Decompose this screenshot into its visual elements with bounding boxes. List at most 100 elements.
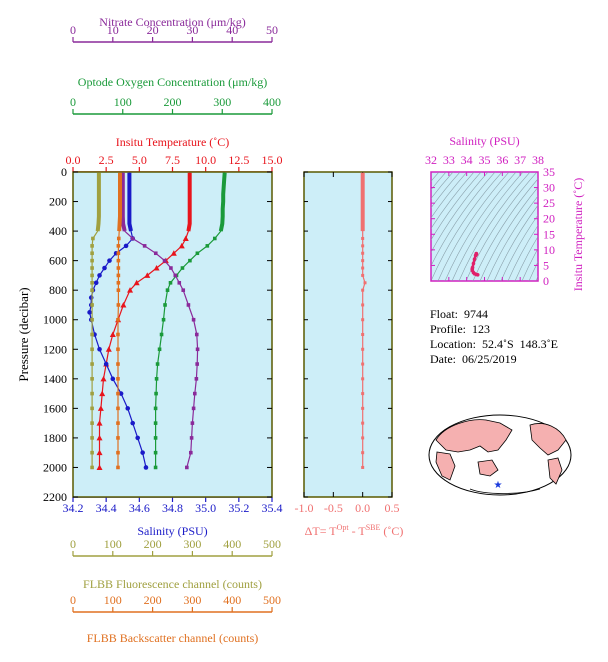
temperature-point [99, 390, 106, 397]
ts-salinity-tick-label: 33 [443, 153, 455, 167]
dt-point [361, 362, 365, 366]
backscatter-tick-label: 0 [70, 593, 76, 607]
profile-number: Profile: 123 [430, 322, 490, 336]
salinity-point [118, 391, 124, 396]
dt-tick-label: -0.5 [324, 501, 343, 515]
nitrate-point [194, 332, 199, 337]
oxygen-point [157, 347, 162, 352]
ts-temp-tick-label: 35 [543, 165, 555, 179]
pressure-tick-label: 400 [49, 224, 67, 238]
pressure-tick-label: 200 [49, 195, 67, 209]
fluorescence-tick-label: 500 [263, 537, 281, 551]
oxygen-tick-label: 0 [70, 95, 76, 109]
fluorescence-point [90, 266, 94, 270]
nitrate-point [195, 347, 200, 352]
oxygen-point [153, 421, 158, 425]
oxygen-point [205, 244, 210, 248]
pressure-tick-label: 1000 [43, 313, 67, 327]
ts-profile-point [473, 253, 478, 258]
temperature-point [105, 346, 112, 352]
dt-point [361, 436, 365, 440]
ts-salinity-tick-label: 35 [479, 153, 491, 167]
dt-point [361, 451, 365, 455]
salinity-point [107, 258, 112, 263]
pressure-tick-label: 2200 [43, 490, 67, 504]
temperature-surface-segment [186, 172, 192, 232]
dt-point [361, 318, 365, 322]
fluorescence-point [90, 347, 94, 352]
backscatter-point [116, 362, 120, 366]
ts-isopycnal [507, 224, 538, 281]
temperature-tick-label: 10.0 [195, 153, 216, 167]
ts-salinity-tick-label: 37 [514, 153, 526, 167]
dt-point [363, 281, 367, 285]
oxygen-axis-title: Optode Oxygen Concentration (μm/kg) [78, 75, 267, 89]
salinity-tick-label: 35.0 [195, 501, 216, 515]
fluorescence-point [90, 244, 94, 248]
fluorescence-point [90, 332, 94, 337]
map-land-asia-europe [435, 419, 513, 453]
backscatter-point [116, 303, 121, 307]
nitrate-point [142, 244, 147, 248]
map-land-africa [435, 451, 456, 481]
nitrate-tick-label: 50 [266, 23, 278, 37]
main-plot-frame [72, 171, 273, 498]
backscatter-point [116, 266, 121, 270]
ts-isopycnal [521, 248, 538, 281]
fluorescence-axis-title: FLBB Fluorescence channel (counts) [83, 577, 262, 591]
map-land-north-america [529, 423, 567, 456]
salinity-point [102, 265, 107, 271]
ts-isopycnal [458, 172, 531, 281]
backscatter-tick-label: 500 [263, 593, 281, 607]
backscatter-tick-label: 400 [223, 593, 241, 607]
backscatter-point [116, 258, 121, 263]
nitrate-point [185, 465, 189, 470]
oxygen-point [153, 450, 158, 455]
dt-point [361, 288, 365, 292]
nitrate-point [189, 436, 194, 440]
nitrate-point [181, 288, 186, 292]
ts-temp-axis-title: Insitu Temperature (˚C) [571, 178, 585, 292]
dt-point [361, 421, 365, 425]
temperature-point [96, 434, 103, 441]
temperature-point [178, 242, 185, 249]
fluorescence-point [90, 391, 94, 396]
dt-point [361, 406, 365, 410]
oxygen-point [153, 436, 158, 440]
fluorescence-point [90, 465, 94, 470]
nitrate-point [177, 280, 182, 285]
dt-point [361, 273, 365, 277]
nitrate-tick-label: 40 [226, 23, 238, 37]
salinity-tick-label: 34.6 [129, 501, 150, 515]
dt-point [361, 259, 365, 263]
temperature-tick-label: 15.0 [262, 153, 283, 167]
salinity-point [103, 361, 109, 367]
backscatter-point [116, 436, 120, 440]
pressure-tick-label: 1600 [43, 401, 67, 415]
fluorescence-point [91, 236, 95, 241]
dt-point [361, 251, 365, 255]
dt-tick-label: 0.0 [355, 501, 370, 515]
ts-salinity-axis-title: Salinity (PSU) [449, 134, 519, 148]
oxygen-point [188, 258, 192, 263]
ts-isopycnal [431, 172, 503, 281]
temperature-point [170, 250, 177, 256]
dt-point [361, 333, 365, 336]
ts-isopycnal [585, 152, 608, 281]
map-land-australia [477, 459, 499, 477]
nitrate-tick-label: 10 [107, 23, 119, 37]
nitrate-point [189, 450, 193, 455]
fluorescence-point [90, 377, 94, 381]
nitrate-point [191, 317, 196, 322]
temperature-axis-title: Insitu Temperature (˚C) [116, 135, 230, 149]
salinity-point [87, 310, 92, 315]
oxygen-point [153, 406, 158, 411]
fluorescence-point [90, 258, 94, 263]
salinity-point [135, 435, 140, 441]
salinity-point [97, 346, 102, 352]
ts-salinity-tick-label: 32 [425, 153, 437, 167]
temperature-point [96, 464, 103, 470]
fluorescence-point [90, 288, 94, 292]
backscatter-tick-label: 100 [104, 593, 122, 607]
